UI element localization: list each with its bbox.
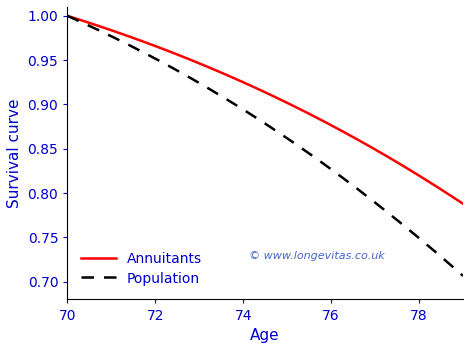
Annuitants [279, 98, 284, 102]
X-axis label: Age: Age [251, 328, 280, 343]
Population [64, 14, 70, 18]
Annuitants [460, 202, 466, 206]
Annuitants [389, 157, 394, 161]
Population [460, 274, 466, 278]
Legend: Annuitants, Population: Annuitants, Population [74, 245, 209, 293]
Population [252, 115, 258, 119]
Text: © www.longevitas.co.uk: © www.longevitas.co.uk [249, 251, 384, 261]
Population [279, 132, 284, 137]
Population [255, 117, 260, 121]
Annuitants [252, 86, 258, 90]
Line: Annuitants: Annuitants [67, 16, 463, 204]
Annuitants [64, 14, 70, 18]
Line: Population: Population [67, 16, 463, 276]
Annuitants [255, 87, 260, 91]
Annuitants [451, 195, 456, 199]
Population [389, 214, 394, 218]
Population [300, 147, 306, 151]
Annuitants [300, 108, 306, 113]
Y-axis label: Survival curve: Survival curve [7, 98, 22, 208]
Population [451, 265, 456, 270]
